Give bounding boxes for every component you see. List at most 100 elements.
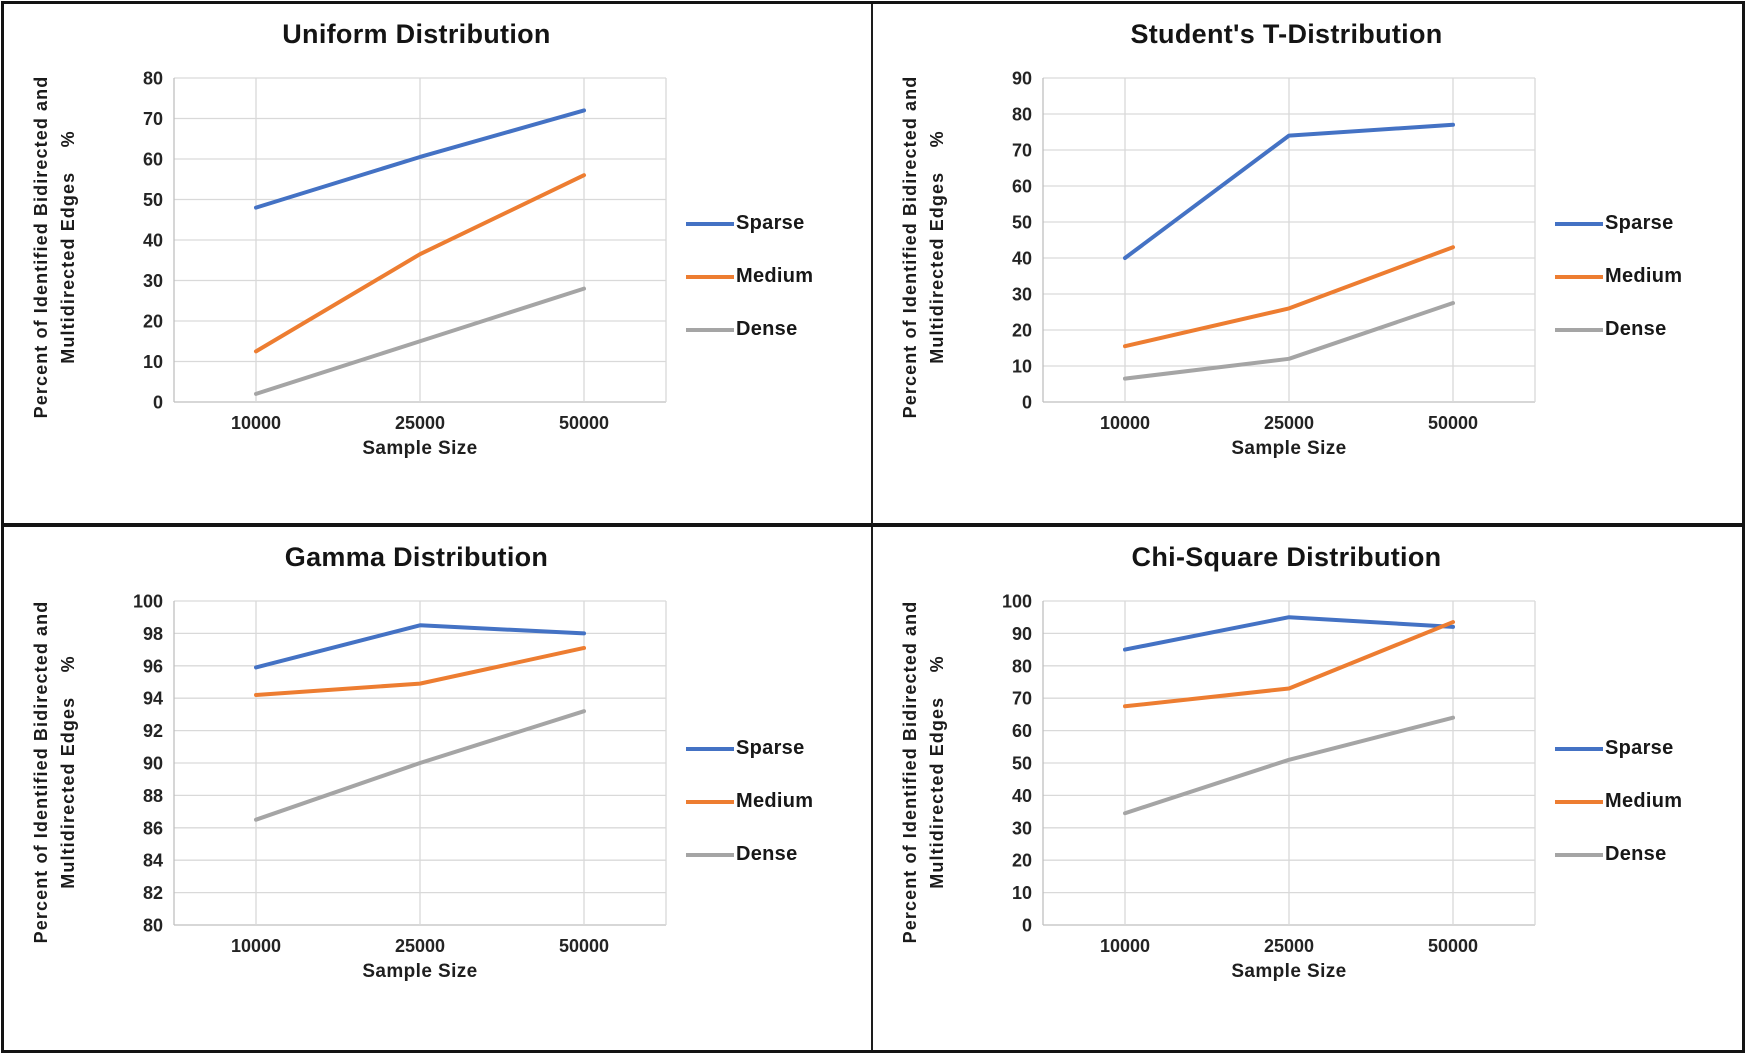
legend-label: Sparse <box>736 737 805 760</box>
x-tick-label: 10000 <box>231 936 281 956</box>
x-tick-label: 25000 <box>1264 936 1314 956</box>
series-line-sparse <box>254 108 586 210</box>
x-tick-label: 10000 <box>1100 936 1150 956</box>
y-tick-label: 10 <box>1012 883 1032 903</box>
series-line-sparse <box>1123 615 1455 652</box>
x-tick-label: 50000 <box>559 413 609 433</box>
legend-item-medium: Medium <box>686 790 813 813</box>
series-line-dense <box>254 709 586 823</box>
y-tick-label: 30 <box>1012 819 1032 839</box>
y-axis-label: Percent of Identified Bidirected and Mul… <box>897 557 951 987</box>
y-tick-label: 0 <box>1022 916 1032 936</box>
y-axis-label: Percent of Identified Bidirected and Mul… <box>897 32 951 462</box>
legend-item-dense: Dense <box>686 843 798 866</box>
y-axis-label-line1: Percent of Identified Bidirected and <box>900 600 920 944</box>
chart-panel-uniform: Uniform Distribution Percent of Identifi… <box>4 4 873 527</box>
x-tick-label: 10000 <box>1100 413 1150 433</box>
y-tick-label: 94 <box>143 689 163 709</box>
y-tick-label: 50 <box>143 190 163 210</box>
legend-label: Dense <box>736 843 798 866</box>
legend-label: Medium <box>736 265 814 288</box>
y-tick-label: 20 <box>143 312 163 332</box>
y-axis-label-wrap: Percent of Identified Bidirected and Mul… <box>4 573 106 1050</box>
legend-label: Sparse <box>1605 737 1674 760</box>
legend-swatch-dense <box>686 327 734 332</box>
legend-item-dense: Dense <box>686 318 798 341</box>
x-tick-label: 50000 <box>559 936 609 956</box>
chart-body: Percent of Identified Bidirected and Mul… <box>4 50 871 523</box>
y-tick-label: 20 <box>1012 321 1032 341</box>
y-tick-label: 50 <box>1012 754 1032 774</box>
line-chart: 80 82 84 86 88 90 92 94 96 98 100 10000 25000 50000 Sa… <box>133 592 667 982</box>
chart-body: Percent of Identified Bidirected and Mul… <box>4 573 871 1050</box>
legend-item-medium: Medium <box>1555 265 1682 288</box>
x-tick-label: 50000 <box>1428 413 1478 433</box>
legend-label: Sparse <box>736 212 805 235</box>
series-line-sparse <box>1123 123 1455 261</box>
y-tick-label: 0 <box>153 393 163 413</box>
y-axis-label-wrap: Percent of Identified Bidirected and Mul… <box>873 573 975 1050</box>
legend-swatch-medium <box>686 799 734 804</box>
legend-label: Medium <box>1605 265 1683 288</box>
y-tick-label: 70 <box>1012 689 1032 709</box>
legend-item-dense: Dense <box>1555 318 1667 341</box>
series-line-medium <box>254 173 586 354</box>
y-tick-label: 82 <box>143 883 163 903</box>
legend-swatch-sparse <box>686 221 734 226</box>
x-axis-label: Sample Size <box>362 961 477 982</box>
y-tick-label: 80 <box>1012 657 1032 677</box>
legend-item-medium: Medium <box>1555 790 1682 813</box>
series-line-dense <box>1123 716 1455 816</box>
y-tick-label: 10 <box>143 352 163 372</box>
legend-swatch-medium <box>686 274 734 279</box>
chart-title: Gamma Distribution <box>284 542 549 572</box>
y-axis-label-line2: Multidirected Edges % <box>58 129 78 364</box>
line-chart: 0 10 20 30 40 50 60 70 80 90 100 10000 25000 50000 Sam… <box>1002 592 1536 982</box>
chart-grid: Uniform Distribution Percent of Identifi… <box>4 4 1742 1050</box>
y-tick-label: 96 <box>143 657 163 677</box>
y-tick-label: 80 <box>1012 105 1032 125</box>
y-tick-label: 60 <box>143 150 163 170</box>
legend-label: Sparse <box>1605 212 1674 235</box>
y-axis-label-line1: Percent of Identified Bidirected and <box>900 75 920 419</box>
x-axis-label: Sample Size <box>1231 961 1346 982</box>
chart-title: Uniform Distribution <box>282 19 551 49</box>
y-tick-label: 40 <box>143 231 163 251</box>
legend: Sparse Medium Dense <box>1555 573 1742 1050</box>
y-axis-label-line2: Multidirected Edges % <box>58 654 78 889</box>
y-tick-label: 40 <box>1012 249 1032 269</box>
x-tick-label: 10000 <box>231 413 281 433</box>
legend-item-dense: Dense <box>1555 843 1667 866</box>
y-axis-label-line1: Percent of Identified Bidirected and <box>31 600 51 944</box>
legend-label: Dense <box>1605 318 1667 341</box>
y-tick-label: 10 <box>1012 357 1032 377</box>
y-axis-label-wrap: Percent of Identified Bidirected and Mul… <box>4 50 106 523</box>
y-tick-label: 30 <box>1012 285 1032 305</box>
chart-panel-students-t: Student's T-Distribution Percent of Iden… <box>873 4 1742 527</box>
chart-title: Student's T-Distribution <box>1130 19 1443 49</box>
legend-item-sparse: Sparse <box>1555 737 1674 760</box>
chart-panel-chi-square: Chi-Square Distribution Percent of Ident… <box>873 527 1742 1050</box>
y-tick-label: 80 <box>143 916 163 936</box>
legend: Sparse Medium Dense <box>686 573 871 1050</box>
y-tick-label: 84 <box>143 851 163 871</box>
y-tick-label: 88 <box>143 786 163 806</box>
legend-swatch-sparse <box>1555 746 1603 751</box>
y-tick-label: 60 <box>1012 177 1032 197</box>
y-tick-label: 70 <box>1012 141 1032 161</box>
y-tick-label: 70 <box>143 109 163 129</box>
legend-label: Dense <box>736 318 798 341</box>
chart-body: Percent of Identified Bidirected and Mul… <box>873 50 1742 523</box>
legend-item-medium: Medium <box>686 265 813 288</box>
y-tick-label: 90 <box>1012 624 1032 644</box>
series-line-dense <box>1123 301 1455 381</box>
series-line-medium <box>1123 245 1455 349</box>
y-tick-label: 90 <box>1012 69 1032 89</box>
legend: Sparse Medium Dense <box>1555 50 1742 523</box>
legend-swatch-dense <box>686 852 734 857</box>
y-tick-label: 60 <box>1012 721 1032 741</box>
x-axis-label: Sample Size <box>1231 438 1346 459</box>
legend-swatch-medium <box>1555 274 1603 279</box>
y-axis-label: Percent of Identified Bidirected and Mul… <box>28 557 82 987</box>
